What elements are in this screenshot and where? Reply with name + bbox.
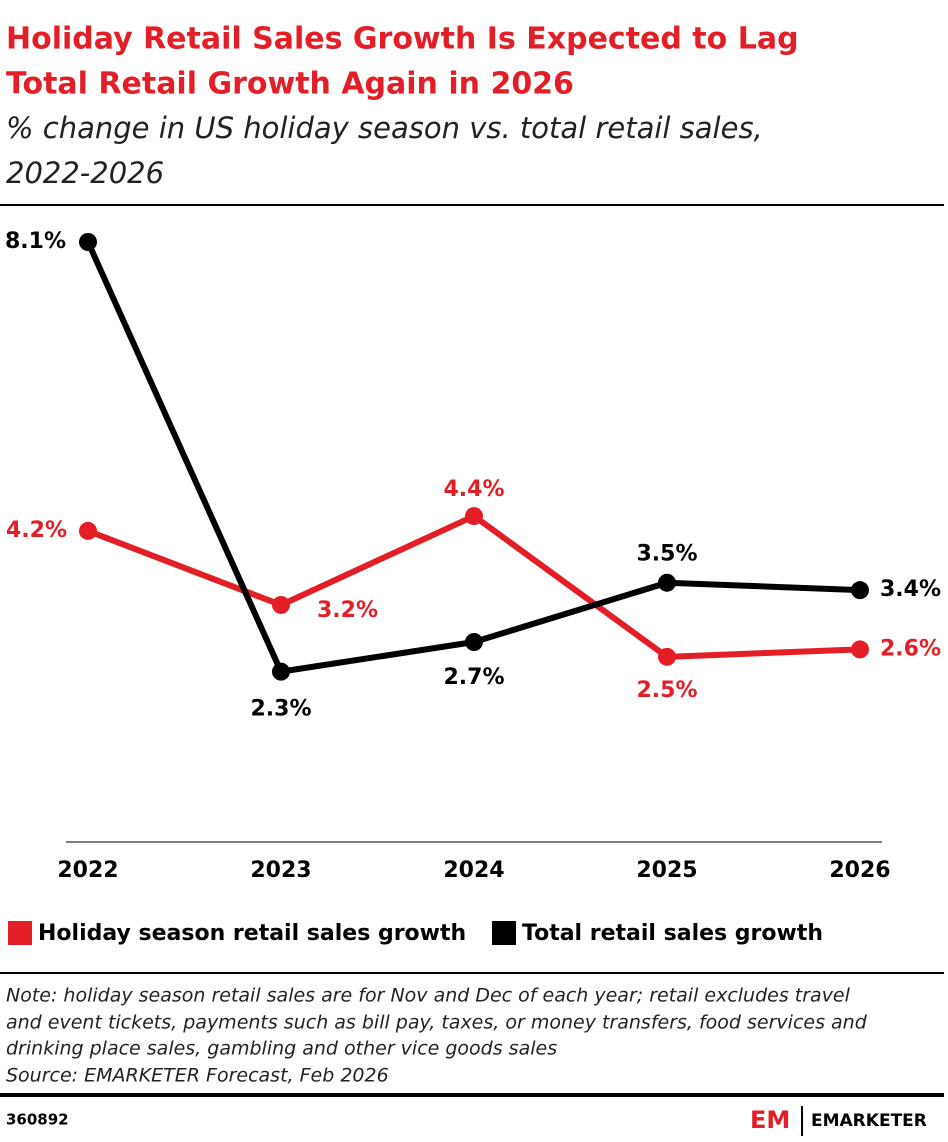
data-label: 3.5% [636, 542, 697, 567]
data-point [851, 640, 869, 659]
data-point [658, 573, 676, 592]
data-label: 2.7% [443, 665, 504, 690]
data-label: 2.6% [880, 636, 941, 661]
data-point [272, 595, 290, 614]
chart-id: 360892 [6, 1111, 69, 1129]
legend-swatch [492, 921, 516, 945]
data-point [851, 581, 869, 600]
source: Source: EMARKETER Forecast, Feb 2026 [6, 1065, 389, 1087]
x-tick-label: 2026 [829, 858, 890, 883]
data-label: 3.4% [880, 577, 941, 602]
data-point [658, 647, 676, 666]
data-label: 2.3% [250, 697, 311, 722]
data-label: 3.2% [317, 598, 378, 623]
chart-subtitle: % change in US holiday season vs. total … [6, 111, 763, 145]
x-tick-label: 2022 [57, 858, 118, 883]
note: Note: holiday season retail sales are fo… [6, 985, 851, 1007]
chart-title: Holiday Retail Sales Growth Is Expected … [6, 22, 799, 57]
data-point [272, 662, 290, 681]
data-label: 4.4% [443, 477, 504, 502]
note: and event tickets, payments such as bill… [6, 1012, 868, 1034]
divider [0, 204, 944, 206]
series-line [85, 240, 861, 675]
data-point [79, 521, 97, 540]
divider [0, 972, 944, 974]
x-tick-label: 2023 [250, 858, 311, 883]
data-point [79, 233, 97, 251]
data-label: 2.5% [636, 678, 697, 703]
logo-mark: EM [750, 1106, 790, 1134]
data-point [465, 633, 483, 651]
brand: EMARKETER [811, 1111, 927, 1131]
note: drinking place sales, gambling and other… [6, 1038, 557, 1060]
data-label: 4.2% [6, 518, 67, 543]
data-point [465, 507, 483, 526]
divider [0, 1093, 944, 1097]
chart-subtitle: 2022-2026 [6, 156, 164, 190]
legend-label: Holiday season retail sales growth [38, 921, 466, 946]
legend-swatch [8, 921, 32, 945]
legend-label: Total retail sales growth [522, 921, 823, 946]
chart-title: Total Retail Growth Again in 2026 [6, 67, 574, 102]
data-label: 8.1% [5, 229, 66, 254]
x-tick-label: 2025 [636, 858, 697, 883]
x-tick-label: 2024 [443, 858, 504, 883]
logo-divider [801, 1106, 803, 1136]
